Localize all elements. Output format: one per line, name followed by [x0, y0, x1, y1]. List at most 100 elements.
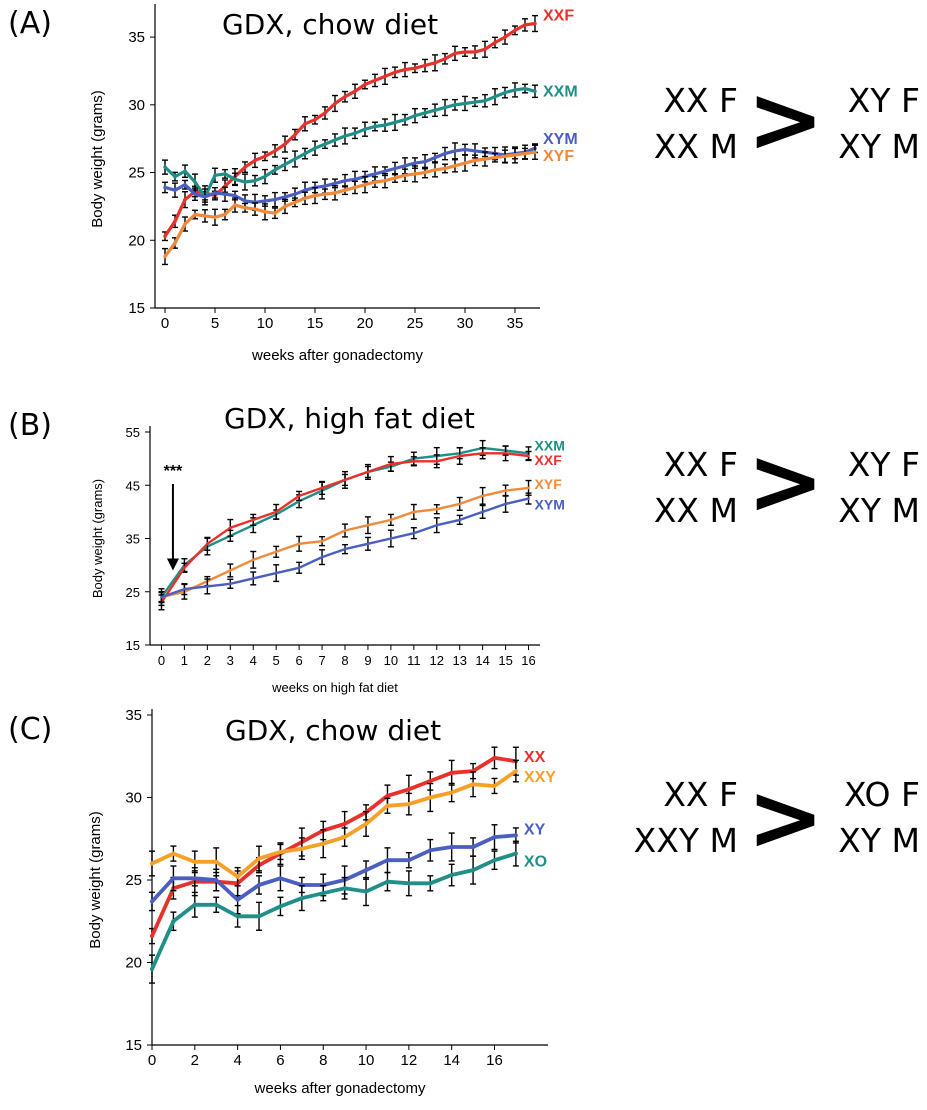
data-point: [385, 793, 390, 798]
data-point: [163, 254, 167, 259]
x-tick-label: 1: [181, 653, 188, 668]
data-point: [303, 196, 307, 201]
data-point: [263, 199, 267, 203]
data-point: [342, 886, 347, 891]
data-point: [278, 876, 283, 881]
x-tick-label: 4: [233, 1052, 241, 1069]
data-point: [406, 858, 411, 863]
data-point: [333, 191, 337, 195]
data-point: [443, 57, 447, 61]
data-point: [389, 537, 393, 540]
data-point: [293, 157, 297, 161]
data-point: [297, 542, 301, 546]
x-tick-label: 7: [318, 653, 325, 668]
x-tick-label: 30: [457, 315, 474, 332]
data-point: [173, 188, 177, 192]
y-tick-label: 55: [126, 425, 140, 440]
y-tick-label: 25: [128, 165, 145, 182]
x-tick-label: 0: [158, 653, 165, 668]
data-point: [403, 164, 407, 168]
data-point: [343, 134, 347, 138]
panel-label: (A): [8, 6, 52, 41]
data-point: [214, 902, 219, 907]
data-point: [256, 882, 262, 888]
data-point: [483, 157, 487, 161]
data-point: [193, 212, 197, 217]
data-point: [373, 78, 377, 83]
data-point: [492, 835, 497, 840]
series-XYM: [158, 492, 532, 607]
data-point: [435, 459, 439, 463]
data-point: [473, 100, 477, 104]
data-point: [274, 510, 278, 514]
data-point: [428, 848, 433, 853]
data-point: [214, 877, 219, 883]
series-XYF: [162, 144, 538, 266]
data-point: [183, 587, 186, 591]
data-point: [458, 454, 462, 458]
data-point: [463, 161, 467, 165]
y-tick-label: 45: [126, 478, 140, 493]
data-point: [481, 451, 484, 455]
data-point: [256, 856, 262, 861]
data-point: [253, 158, 257, 163]
data-point: [458, 518, 462, 522]
data-point: [233, 203, 237, 207]
series-XO: [149, 840, 519, 984]
data-point: [173, 174, 177, 179]
series-label: XXM: [535, 437, 565, 453]
chart-title: GDX, chow diet: [222, 8, 439, 41]
data-point: [406, 787, 411, 792]
data-point: [283, 142, 287, 146]
data-point: [403, 117, 407, 122]
x-axis-label: weeks after gonadectomy: [254, 1080, 426, 1097]
data-point: [343, 188, 347, 192]
series-line: [150, 833, 517, 903]
data-point: [363, 868, 369, 873]
data-point: [163, 185, 167, 190]
data-point: [183, 566, 186, 570]
data-point: [192, 876, 197, 881]
data-point: [393, 120, 397, 125]
series-XYF: [158, 479, 532, 604]
x-tick-label: 9: [364, 653, 371, 668]
y-axis-label: Body weight (grams): [89, 90, 106, 228]
data-point: [213, 191, 217, 195]
data-point: [273, 168, 277, 172]
comparison-left-top: XX F: [663, 81, 738, 120]
data-point: [523, 151, 527, 156]
data-point: [273, 149, 277, 153]
data-point: [493, 40, 497, 45]
comparison-right-top: XO F: [844, 775, 920, 814]
data-point: [233, 193, 237, 198]
data-point: [513, 153, 517, 157]
y-tick-label: 35: [126, 532, 140, 547]
data-point: [235, 874, 240, 879]
data-point: [433, 168, 437, 172]
data-point: [243, 199, 247, 203]
data-point: [423, 170, 427, 175]
data-point: [363, 889, 369, 894]
comparison-left-top: XX F: [663, 445, 738, 484]
series-XYM: [162, 142, 538, 211]
data-point: [233, 177, 237, 182]
data-point: [503, 35, 507, 39]
data-point: [353, 131, 357, 136]
data-point: [278, 849, 283, 855]
data-point: [449, 844, 454, 850]
data-point: [412, 510, 416, 514]
data-point: [373, 124, 377, 129]
data-point: [523, 86, 527, 91]
data-point: [183, 182, 187, 187]
data-point: [303, 122, 307, 126]
x-tick-label: 11: [407, 653, 421, 668]
y-tick-label: 25: [126, 585, 140, 600]
x-tick-label: 2: [191, 1052, 199, 1069]
data-point: [203, 214, 207, 218]
data-point: [274, 571, 278, 575]
data-point: [343, 547, 347, 551]
data-point: [504, 502, 507, 506]
data-point: [173, 219, 177, 224]
data-point: [321, 891, 326, 896]
x-tick-label: 20: [357, 315, 374, 332]
